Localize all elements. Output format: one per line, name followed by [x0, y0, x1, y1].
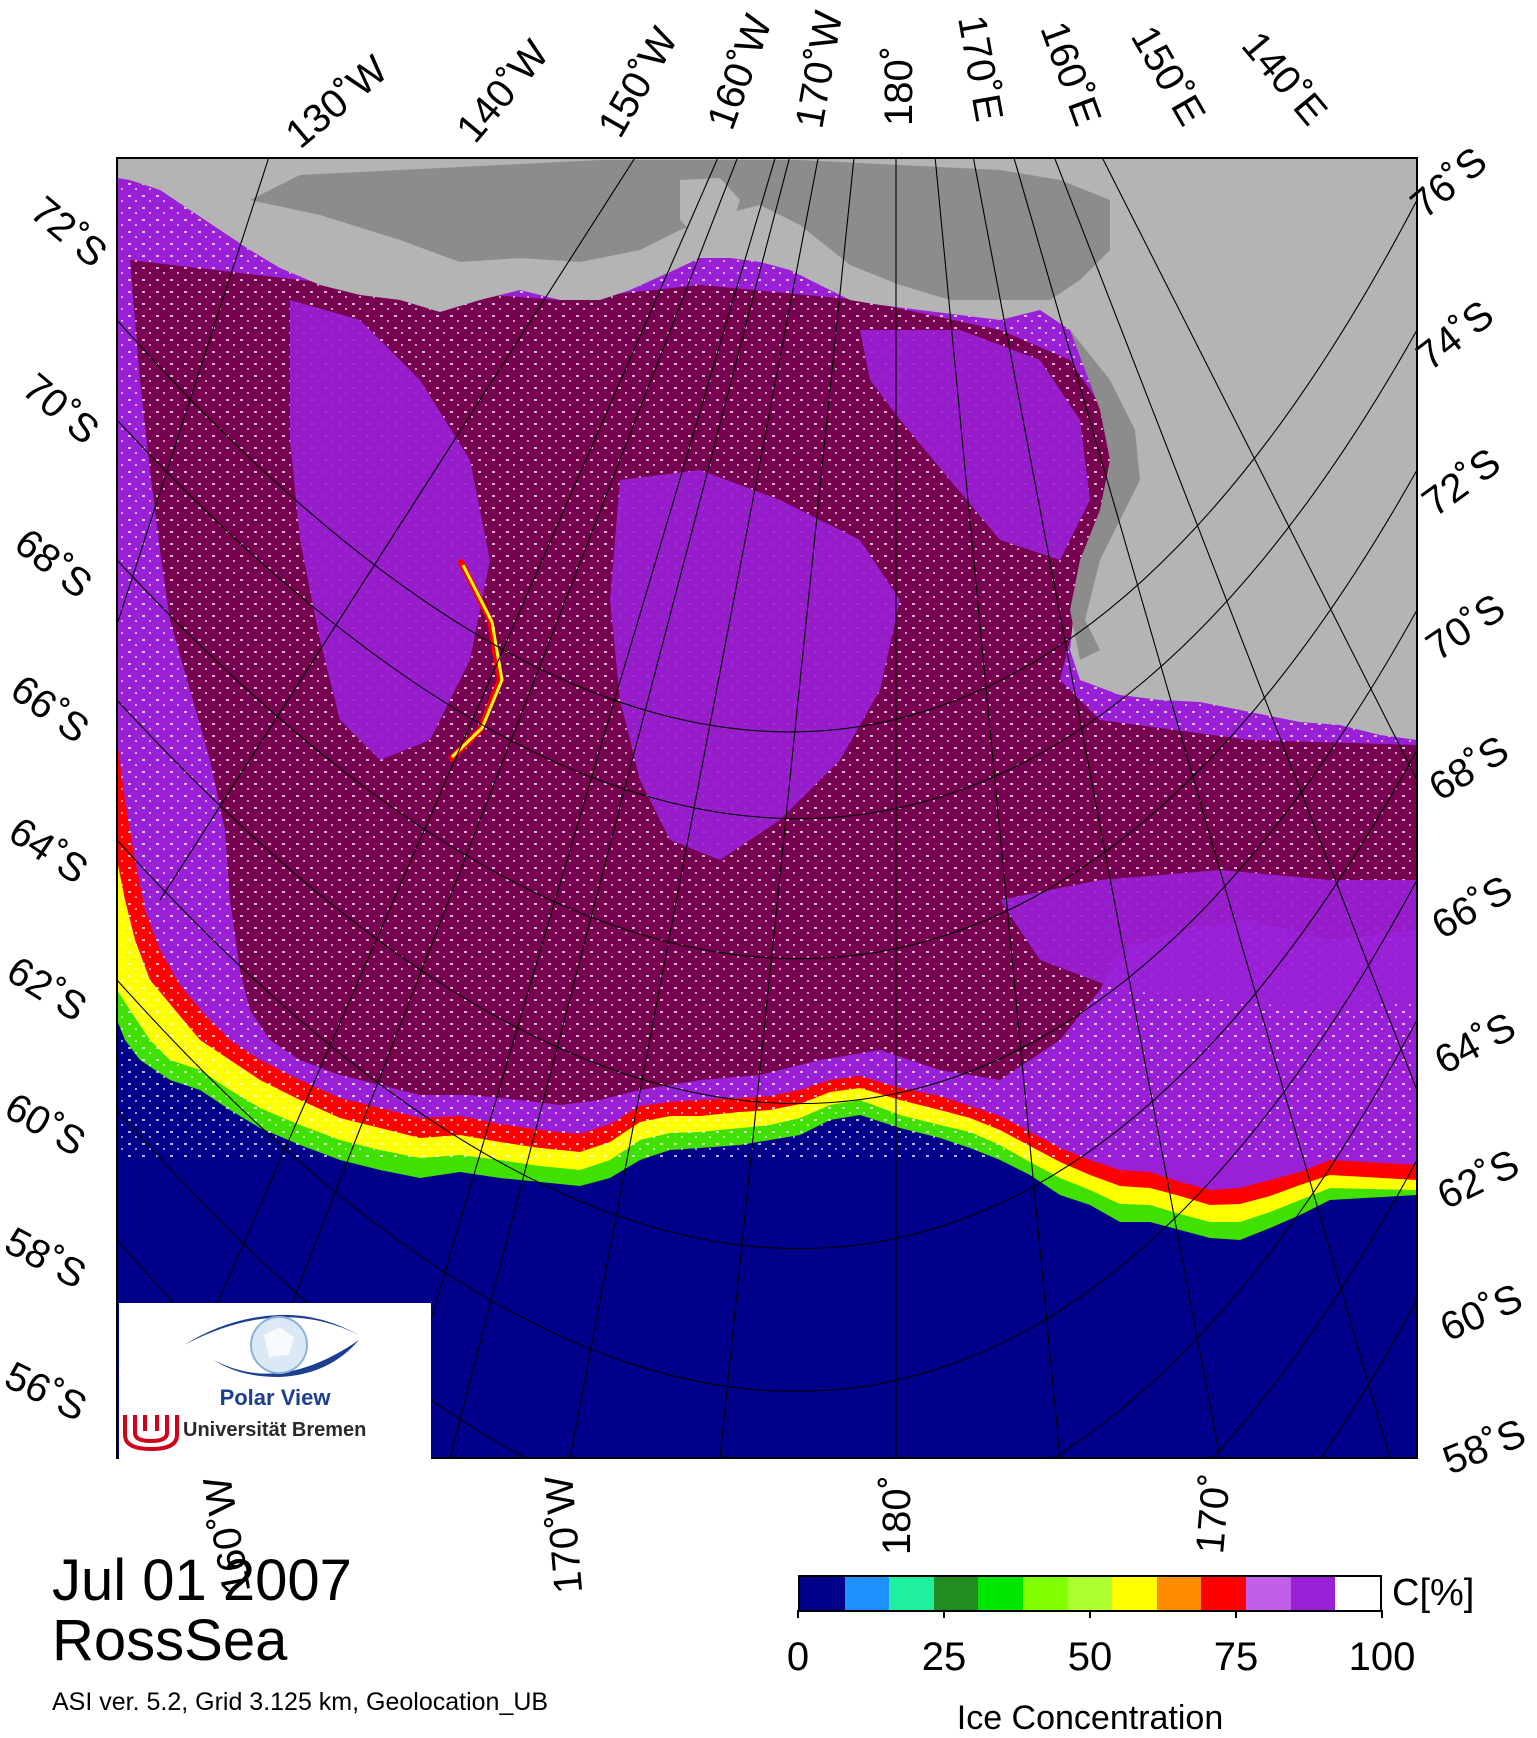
parallel-label-right: 74˚S: [1408, 292, 1502, 379]
parallel-label-left: 64˚S: [1, 809, 96, 893]
colorbar-segment: [1335, 1577, 1380, 1610]
parallel-label-right: 64˚S: [1428, 1004, 1523, 1083]
land-inland-light: [680, 178, 740, 240]
colorbar-tick-label: 50: [1067, 1635, 1113, 1679]
colorbar-tickmark: [943, 1610, 945, 1618]
meridian-label-bottom: 180˚: [875, 1475, 919, 1555]
colorbar-segment: [1290, 1577, 1336, 1610]
colorbar-segment: [1067, 1577, 1113, 1610]
product-info: ASI ver. 5.2, Grid 3.125 km, Geolocation…: [52, 1688, 549, 1716]
pack-ice-streak-west: [290, 300, 490, 760]
pack-ice-band-southeast: [1000, 870, 1417, 1010]
meridian-130w: [117, 158, 270, 1400]
ross-ice-shelf: [250, 160, 1110, 300]
meridian-label-top: 150˚E: [1122, 19, 1213, 133]
colorbar-segment: [800, 1577, 845, 1610]
parallel-label-left: 60˚S: [0, 1085, 93, 1165]
colorbar-unit: C[%]: [1392, 1572, 1475, 1614]
logo-name: Polar View: [219, 1385, 331, 1410]
ice-edge-ribbon-west-yellow: [450, 564, 504, 759]
meridian-label-top: 170˚E: [949, 12, 1011, 125]
parallel-label-left: 72˚S: [22, 188, 115, 276]
parallel-label-right: 70˚S: [1418, 586, 1513, 670]
colorbar-tick-label: 0: [786, 1635, 810, 1679]
parallel-label-left: 58˚S: [0, 1219, 93, 1298]
parallel-label-right: 72˚S: [1414, 440, 1508, 525]
parallel-label-right: 62˚S: [1431, 1141, 1526, 1218]
colorbar-segment: [1023, 1577, 1068, 1610]
colorbar-tick-label: 75: [1213, 1635, 1259, 1679]
meridian-label-top: 170˚W: [788, 8, 852, 132]
meridian-label-top: 130˚W: [278, 47, 397, 157]
map-date: Jul 01 2007: [52, 1548, 352, 1613]
parallel-label-right: 60˚S: [1434, 1276, 1529, 1351]
meridian-label-top: 160˚E: [1032, 16, 1110, 131]
parallel-label-left: 66˚S: [3, 667, 97, 752]
meridian-label-bottom: 170˚: [1188, 1472, 1239, 1556]
colorbar-tickmark: [1089, 1610, 1091, 1618]
colorbar: [798, 1575, 1382, 1612]
colorbar-tickmark: [1381, 1610, 1383, 1618]
parallel-label-right: 58˚S: [1437, 1411, 1532, 1483]
ice-shelf-east-coast: [1070, 330, 1140, 660]
parallel-lines: [117, 199, 1417, 1458]
logo-institution: Universität Bremen: [183, 1419, 367, 1441]
region-name: RossSea: [52, 1608, 288, 1673]
parallel-label-left: 56˚S: [0, 1354, 93, 1431]
colorbar-segment: [933, 1577, 979, 1610]
eye-globe-icon: [184, 1314, 359, 1377]
parallel-label-left: 70˚S: [14, 365, 107, 453]
meridian-label-top: 140˚E: [1233, 24, 1335, 134]
pack-ice-streak-east: [860, 330, 1090, 560]
meridian-label-top: 140˚W: [448, 32, 558, 151]
colorbar-segment: [1156, 1577, 1202, 1610]
colorbar-segment: [1112, 1577, 1157, 1610]
antarctic-land: [117, 158, 1417, 740]
uni-bremen-icon: [123, 1415, 179, 1452]
meridian-label-top: 160˚W: [699, 9, 781, 135]
colorbar-tickmark: [797, 1610, 799, 1618]
parallel-label-right: 66˚S: [1425, 867, 1520, 947]
colorbar-segment: [889, 1577, 934, 1610]
colorbar-tickmark: [1235, 1610, 1237, 1618]
colorbar-tick-label: 25: [921, 1635, 967, 1679]
colorbar-title: Ice Concentration: [956, 1699, 1224, 1737]
meridian-label-bottom: 170˚W: [537, 1474, 591, 1595]
colorbar-segment: [1246, 1577, 1291, 1610]
meridian-label-top: 150˚W: [590, 20, 687, 144]
colorbar-tick-label: 100: [1348, 1635, 1416, 1679]
map-frame: [116, 157, 1418, 1459]
colorbar-segment: [978, 1577, 1024, 1610]
meridian-lines: [149, 158, 1417, 1458]
colorbar-segment: [1201, 1577, 1247, 1610]
polar-view-logo: Polar View Universität Bremen: [119, 1303, 431, 1459]
parallel-label-left: 68˚S: [6, 520, 100, 607]
parallel-label-right: 68˚S: [1421, 728, 1516, 810]
meridian-label-top: 180˚: [877, 46, 921, 126]
parallel-label-left: 62˚S: [0, 948, 94, 1030]
colorbar-segment: [844, 1577, 890, 1610]
